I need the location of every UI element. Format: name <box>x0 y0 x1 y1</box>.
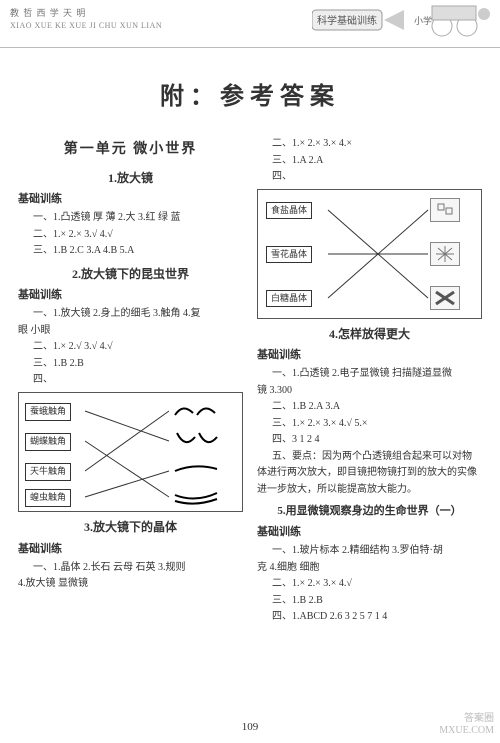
answer-line: 二、1.× 2.× 3.√ 4.√ <box>18 227 243 243</box>
answer-line: 4.放大镜 显微镜 <box>18 576 243 592</box>
answer-line: 二、1.× 2.× 3.× 4.√ <box>257 576 482 592</box>
section-2-title: 2.放大镜下的昆虫世界 <box>18 265 243 284</box>
answer-line: 一、1.放大镜 2.身上的细毛 3.触角 4.复 <box>18 306 243 322</box>
badge-text: 科学基础训练 <box>317 14 377 27</box>
answer-line: 一、1.凸透镜 2.电子显微镜 扫描隧道显微 <box>257 366 482 382</box>
watermark-url: MXUE.COM <box>439 725 494 737</box>
page-number: 109 <box>0 721 500 733</box>
section-4-label: 基础训练 <box>257 347 482 364</box>
match-label: 蝗虫触角 <box>25 489 71 507</box>
section-3-label: 基础训练 <box>18 541 243 558</box>
grade-text: 小学 <box>414 15 432 26</box>
content-columns: 第一单元 微小世界 1.放大镜 基础训练 一、1.凸透镜 厚 薄 2.大 3.红… <box>0 135 500 626</box>
section-3-title: 3.放大镜下的晶体 <box>18 518 243 537</box>
crystal-thumb <box>430 286 460 310</box>
unit-title: 第一单元 微小世界 <box>18 139 243 161</box>
antenna-icon <box>171 459 221 487</box>
answer-line: 二、1.B 2.A 3.A <box>257 399 482 415</box>
section-1-title: 1.放大镜 <box>18 169 243 188</box>
match-label: 蝴蝶触角 <box>25 433 71 451</box>
answer-line: 三、1.A 2.A <box>257 153 482 169</box>
answer-line: 四、 <box>18 372 243 388</box>
match-label: 蚕蛾触角 <box>25 403 71 421</box>
match-label: 白糖晶体 <box>266 290 312 308</box>
answer-line: 镜 3.300 <box>257 383 482 399</box>
main-title: 附：参考答案 <box>0 76 500 111</box>
left-column: 第一单元 微小世界 1.放大镜 基础训练 一、1.凸透镜 厚 薄 2.大 3.红… <box>18 135 243 626</box>
answer-line: 二、1.× 2.× 3.× 4.× <box>257 136 482 152</box>
answer-line: 二、1.× 2.√ 3.√ 4.√ <box>18 339 243 355</box>
answer-line: 三、1.B 2.B <box>257 593 482 609</box>
matching-diagram-crystals: 食盐晶体 雪花晶体 白糖晶体 <box>257 189 482 319</box>
section-2-label: 基础训练 <box>18 287 243 304</box>
crystal-thumb <box>430 242 460 266</box>
answer-line: 一、1.玻片标本 2.精细结构 3.罗伯特·胡 <box>257 543 482 559</box>
answer-line: 三、1.B 2.C 3.A 4.B 5.A <box>18 243 243 259</box>
antenna-icon <box>171 429 221 457</box>
header-decoration: 科学基础训练 小学 <box>312 2 492 47</box>
answer-line: 眼 小眼 <box>18 323 243 339</box>
section-4-title: 4.怎样放得更大 <box>257 325 482 344</box>
answer-line: 四、3 1 2 4 <box>257 432 482 448</box>
watermark-badge: 答案圈 <box>439 713 494 725</box>
section-5-label: 基础训练 <box>257 524 482 541</box>
antenna-icon <box>171 399 221 427</box>
watermark: 答案圈 MXUE.COM <box>439 713 494 737</box>
answer-line: 四、 <box>257 169 482 185</box>
answer-line: 五、要点：因为两个凸透镜组合起来可以对物 <box>257 449 482 465</box>
answer-line: 一、1.凸透镜 厚 薄 2.大 3.红 绿 蓝 <box>18 210 243 226</box>
right-column: 二、1.× 2.× 3.× 4.× 三、1.A 2.A 四、 食盐晶体 雪花晶体… <box>257 135 482 626</box>
match-label: 食盐晶体 <box>266 202 312 220</box>
answer-line: 三、1.B 2.B <box>18 356 243 372</box>
matching-diagram-antennae: 蚕蛾触角 蝴蝶触角 天牛触角 蝗虫触角 <box>18 392 243 512</box>
page-header: 教 哲 西 学 天 明 XIAO XUE KE XUE JI CHU XUN L… <box>0 0 500 48</box>
answer-line: 四、1.ABCD 2.6 3 2 5 7 1 4 <box>257 609 482 625</box>
section-1-label: 基础训练 <box>18 191 243 208</box>
section-5-title: 5.用显微镜观察身边的生命世界（一） <box>257 503 482 520</box>
antenna-icon <box>171 485 221 513</box>
answer-line: 进一步放大，所以能提高放大能力。 <box>257 482 482 498</box>
answer-line: 三、1.× 2.× 3.× 4.√ 5.× <box>257 416 482 432</box>
answer-line: 一、1.晶体 2.长石 云母 石英 3.规则 <box>18 560 243 576</box>
match-label: 雪花晶体 <box>266 246 312 264</box>
match-label: 天牛触角 <box>25 463 71 481</box>
answer-line: 体进行两次放大，即目镜把物镜打到的放大的实像 <box>257 465 482 481</box>
crystal-thumb <box>430 198 460 222</box>
answer-line: 克 4.细胞 细胞 <box>257 560 482 576</box>
